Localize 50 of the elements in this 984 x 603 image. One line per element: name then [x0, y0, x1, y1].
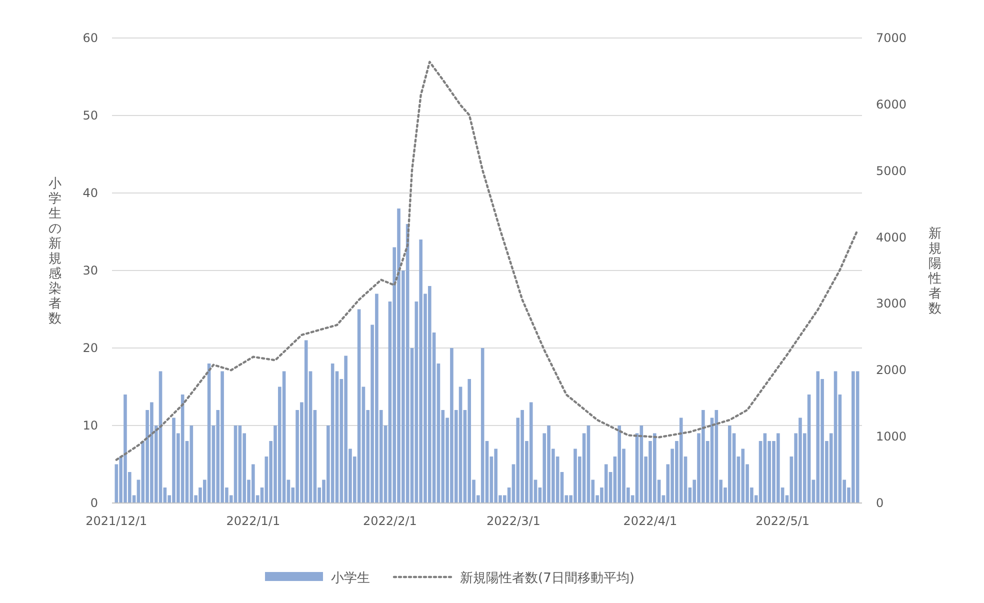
bar	[330, 364, 334, 503]
bar	[679, 418, 683, 503]
y-tick-label: 20	[82, 341, 98, 355]
y2-tick-label: 6000	[876, 97, 907, 112]
bar	[834, 371, 838, 503]
bar	[763, 433, 767, 503]
x-tick-label: 2022/2/1	[362, 514, 417, 528]
x-tick-label: 2022/4/1	[623, 514, 678, 528]
text: 小学生の新規感染者数	[48, 176, 62, 326]
line-series	[115, 60, 859, 461]
legend-label: 小学生	[331, 571, 370, 586]
bar	[618, 426, 622, 503]
bar	[856, 371, 860, 503]
y-tick-label: 10	[82, 418, 98, 432]
y2-tick-label: 3000	[876, 296, 907, 311]
y2-tick-label: 0	[876, 496, 884, 510]
legend-label: 新規陽性者数(7日間移動平均)	[460, 571, 634, 586]
y2-tick-label: 2000	[876, 363, 907, 378]
bar	[480, 348, 484, 503]
bar	[234, 426, 238, 503]
bar	[282, 371, 286, 503]
bar	[428, 286, 432, 503]
bar	[468, 379, 472, 503]
x-tick-label: 2022/1/1	[226, 514, 280, 528]
y-tick-label: 60	[82, 31, 98, 45]
bar	[652, 433, 656, 503]
x-tick-label: 2022/3/1	[486, 514, 540, 528]
bar	[586, 426, 590, 503]
bar	[728, 426, 732, 503]
x-tick-label: 2021/12/1	[86, 514, 148, 528]
y2-axis-title: 新規陽性者数	[928, 226, 942, 316]
y2-tick-label: 4000	[876, 230, 907, 244]
bar	[190, 426, 194, 503]
bar	[807, 394, 811, 503]
bar	[238, 426, 242, 503]
bar	[741, 448, 745, 503]
x-tick-label: 2022/5/1	[756, 514, 810, 528]
y-tick-label: 40	[82, 186, 98, 200]
bar	[357, 309, 361, 503]
y2-tick-label: 5000	[876, 164, 907, 178]
bar	[458, 386, 462, 503]
y-tick-label: 50	[82, 108, 98, 122]
bar	[529, 402, 533, 503]
bar	[604, 464, 608, 503]
bar	[304, 340, 308, 503]
y-tick-label: 30	[82, 264, 98, 278]
y2-tick-label: 1000	[876, 430, 907, 444]
bar	[816, 371, 820, 503]
y2-tick-label: 7000	[876, 31, 907, 45]
y-tick-label: 0	[90, 496, 98, 510]
